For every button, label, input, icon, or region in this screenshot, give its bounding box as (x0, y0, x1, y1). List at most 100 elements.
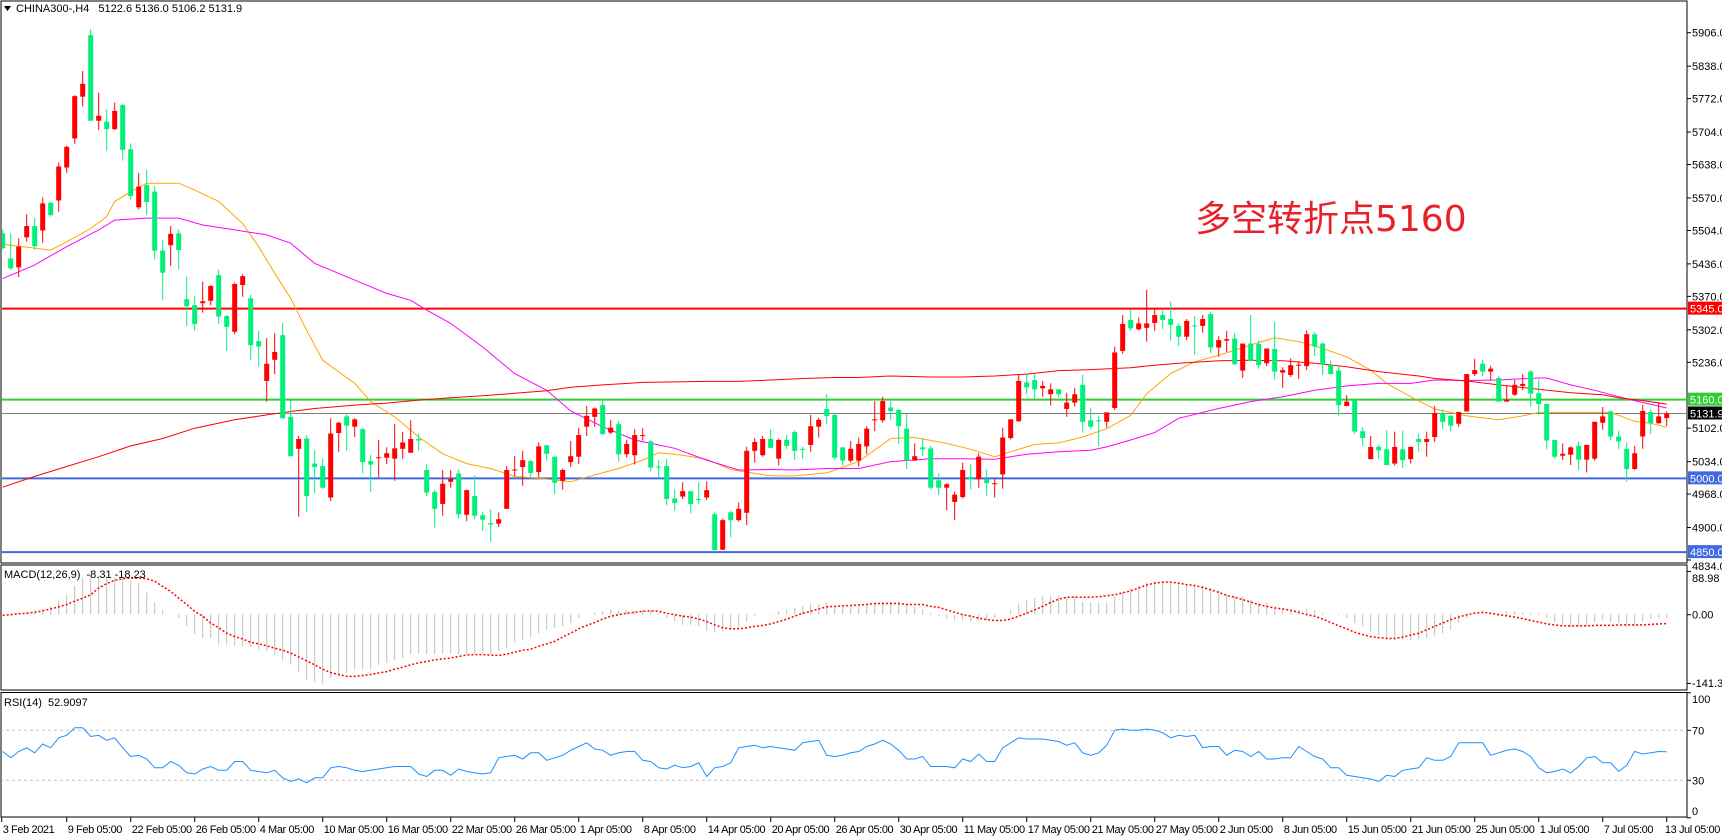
price-tick-label: 5302.0 (1692, 325, 1722, 337)
rsi-name: RSI(14) (4, 697, 42, 709)
candle-body (1552, 439, 1558, 457)
candle-body (1592, 421, 1598, 459)
price-scale[interactable]: 5906.0 5838.0 5772.0 5704.0 5638.0 5570.0 5504… (1687, 28, 1722, 573)
candle (56, 162, 62, 212)
candle-body (1664, 413, 1670, 419)
macd-tick-label: -141.39 (1692, 678, 1722, 690)
candle-body (352, 419, 358, 427)
candle (552, 456, 558, 495)
price-tag (1688, 471, 1722, 485)
candle-body (752, 441, 758, 451)
candle-body (1040, 385, 1046, 389)
candle-body (1224, 339, 1230, 341)
candle-body (736, 508, 742, 521)
candle (728, 510, 734, 537)
candle (648, 439, 654, 472)
candle (704, 481, 710, 500)
candle (1416, 433, 1422, 452)
macd-tick-label: 0.00 (1692, 610, 1713, 622)
candle (672, 489, 678, 511)
candle-body (312, 463, 318, 468)
time-tick-label: 8 Jun 05:00 (1284, 824, 1337, 836)
candle-body (128, 149, 134, 197)
candle-body (1440, 413, 1446, 422)
price-tick-label: 5370.0 (1692, 291, 1722, 303)
candle-body (744, 450, 750, 513)
candle (1592, 421, 1598, 461)
candle-body (1144, 323, 1150, 328)
candle (872, 401, 878, 432)
candle (1032, 374, 1038, 399)
candle (392, 424, 398, 481)
candle-body (1184, 320, 1190, 337)
candle (680, 482, 686, 500)
candle-body (600, 405, 606, 435)
candle (88, 29, 94, 121)
candle (232, 282, 238, 335)
time-tick-label: 1 Jul 05:00 (1540, 824, 1590, 836)
price-panel[interactable] (0, 0, 1688, 564)
time-tick-label: 26 Feb 05:00 (196, 824, 256, 836)
candle-body (168, 233, 174, 246)
candle-body (1568, 447, 1574, 455)
rsi-plot (2, 727, 1687, 784)
macd-panel[interactable] (0, 564, 1688, 691)
candle-body (880, 401, 886, 421)
macd-title: MACD(12,26,9) -8.31 -18.23 (4, 569, 146, 581)
candle-body (1088, 420, 1094, 427)
candle-body (976, 456, 982, 480)
candle (448, 469, 454, 488)
pivot-annotation[interactable]: 多空转折点5160 (1195, 199, 1467, 240)
candle-body (1024, 382, 1030, 388)
candle-body (1296, 364, 1302, 366)
candle-body (368, 461, 374, 465)
candle (896, 408, 902, 444)
candle-body (200, 301, 206, 304)
candle-body (224, 316, 230, 327)
candle (864, 426, 870, 455)
candle (144, 169, 150, 216)
time-scale[interactable]: 3 Feb 2021 9 Feb 05:00 22 Feb 05:00 26 Feb … (1, 817, 1721, 836)
candle-body (424, 469, 430, 493)
price-tag-label: 5345.0 (1690, 304, 1722, 316)
candle-body (520, 460, 526, 468)
chart-menu-triangle-icon[interactable] (4, 6, 11, 11)
candle (616, 420, 622, 462)
candle-body (680, 491, 686, 497)
candle (280, 322, 286, 419)
candle (736, 502, 742, 522)
candle-body (1448, 415, 1454, 426)
price-tag-label: 5000.0 (1690, 473, 1722, 485)
candle (1280, 367, 1286, 388)
candle (312, 450, 318, 494)
candle-body (1528, 371, 1534, 394)
price-tick-label: 4834.0 (1692, 561, 1722, 573)
candle-body (1312, 334, 1318, 347)
candle-body (472, 496, 478, 516)
candle-body (864, 428, 870, 447)
candle (808, 414, 814, 452)
candle-body (272, 351, 278, 360)
symbol-timeframe: CHINA300-,H4 (16, 3, 89, 15)
candle (1520, 374, 1526, 391)
candle (1472, 358, 1478, 377)
candle (1608, 410, 1614, 441)
time-tick-label: 26 Mar 05:00 (516, 824, 576, 836)
candle (296, 436, 302, 517)
candle (1272, 321, 1278, 380)
candle-body (112, 110, 118, 130)
candle (1496, 375, 1502, 402)
candle (1168, 301, 1174, 341)
candle-body (960, 469, 966, 498)
candle-body (1584, 444, 1590, 460)
candle-body (72, 96, 78, 139)
time-tick-label: 22 Feb 05:00 (132, 824, 192, 836)
candle-body (1576, 445, 1582, 460)
candle (40, 197, 46, 243)
time-tick-label: 20 Apr 05:00 (772, 824, 830, 836)
candle-body (512, 469, 518, 471)
candle (384, 447, 390, 465)
candle-body (1488, 368, 1494, 372)
candle-body (216, 275, 222, 317)
